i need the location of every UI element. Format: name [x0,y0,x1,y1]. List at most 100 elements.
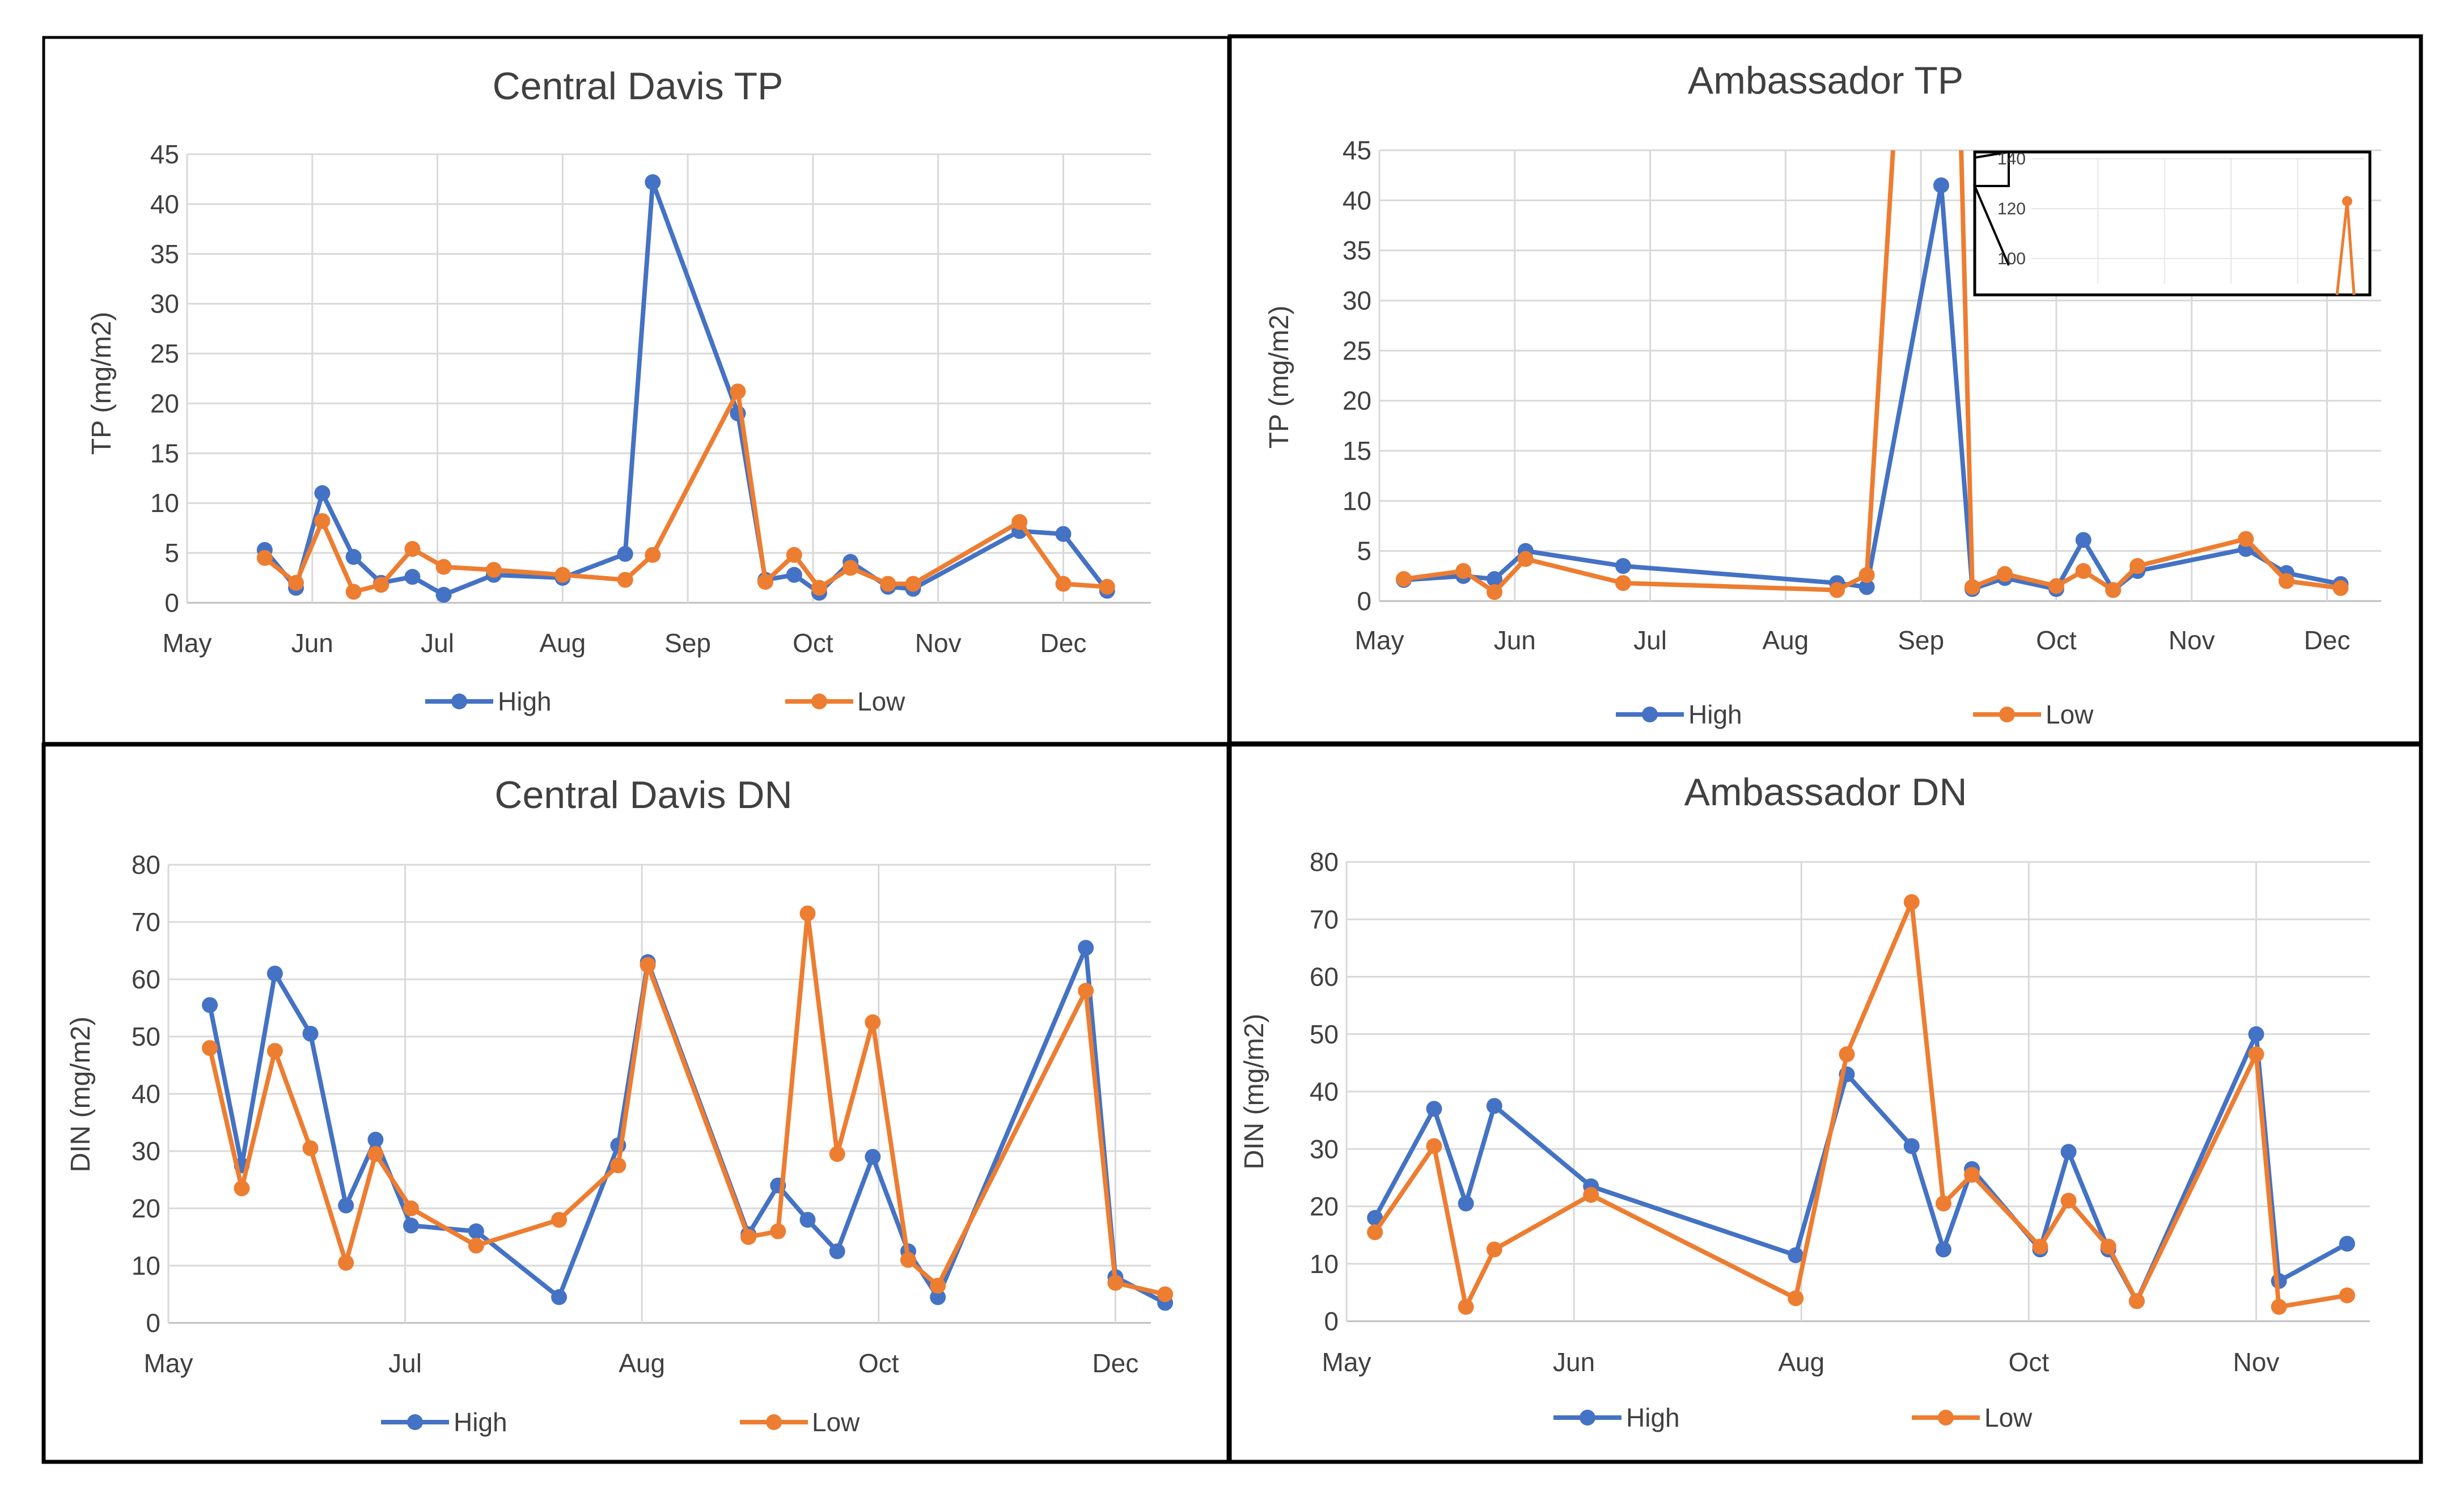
x-tick-label: May [1322,1347,1371,1377]
y-tick-label: 5 [164,538,179,568]
data-point-low [1011,514,1028,530]
series-lines [256,174,1115,603]
x-tick-label: Aug [619,1348,665,1378]
y-tick-label: 10 [1310,1249,1339,1279]
data-point-low [2339,1287,2355,1304]
legend-label-high: High [1626,1403,1680,1432]
y-tick-labels: 0 10 20 30 40 50 60 70 80 [1310,847,1339,1336]
x-tick-labels: May Jun Aug Oct Nov [1322,1347,2280,1377]
legend-entry-high: High [425,687,552,716]
chart-title: Central Davis TP [493,65,784,108]
data-point-low [2129,558,2146,574]
data-point-high [829,1243,845,1259]
chart-ambassador-tp: Ambassador TP 0 5 10 15 20 25 30 35 40 45 May Jun J… [1264,59,2381,729]
data-point-high [2075,532,2092,548]
x-tick-label: Dec [1040,628,1087,658]
data-point-low [2105,582,2122,598]
legend-label-low: Low [857,687,905,716]
y-tick-label: 15 [150,438,179,468]
x-tick-label: Sep [664,628,711,658]
data-point-high [2248,1026,2264,1042]
data-point-low [373,577,390,593]
data-point-low [1157,1286,1174,1303]
panel-frame-ambassador-dn [1227,742,2423,1464]
data-point-high [1935,1241,1951,1258]
y-axis-label: TP (mg/m2) [87,312,117,455]
x-tick-label: May [1355,625,1404,655]
panel-frame-ambassador-tp [1227,34,2423,746]
legend-entry-high: High [1616,700,1742,729]
y-tick-labels: 0 5 10 15 20 25 30 35 40 45 [1343,136,1371,616]
y-tick-label: 15 [1343,436,1371,466]
series-lines [1395,150,2349,601]
data-point-high [786,566,802,583]
chart-title: Ambassador TP [1688,59,1963,102]
y-tick-labels: 0 5 10 15 20 25 30 35 40 45 [150,139,179,618]
data-point-high [1486,571,1502,587]
legend-label-high: High [1688,700,1742,729]
y-tick-label: 25 [1343,336,1371,365]
data-point-low [610,1157,626,1174]
y-axis-label: DIN (mg/m2) [66,1017,96,1173]
y-tick-label: 20 [150,388,179,418]
legend-entry-low: Low [1912,1403,2033,1432]
x-tick-label: Aug [1778,1347,1824,1377]
y-tick-label: 70 [1310,904,1339,934]
data-point-low [367,1146,384,1162]
data-point-low [266,1043,283,1059]
y-tick-label: 60 [1310,962,1339,992]
data-point-high [2060,1144,2077,1160]
data-point-high [2339,1236,2355,1252]
data-point-low [256,549,273,566]
legend: High Low [425,687,905,716]
data-point-low [403,1200,420,1216]
data-point-low [1107,1275,1124,1291]
x-tick-label: Jun [1494,625,1536,655]
chart-central-davis-dn: Central Davis DN 0 10 20 30 40 50 60 70 80 May Ju… [66,773,1174,1437]
data-point-low [302,1140,319,1156]
y-tick-label: 50 [132,1022,160,1051]
data-point-high [1788,1247,1804,1263]
data-point-low [1615,575,1631,591]
legend: High Low [1616,700,2094,729]
data-point-low [2048,578,2064,594]
data-point-low [1903,894,1920,910]
data-point-low [1788,1290,1804,1306]
data-point-low [2332,580,2349,597]
chart-ambassador-dn: Ambassador DN 0 10 20 30 40 50 60 70 80 May Jun Au… [1239,771,2370,1432]
data-point-low [1455,563,1472,579]
y-tick-label: 40 [132,1079,160,1109]
y-tick-label: 5 [1357,536,1371,566]
series-lines [1367,894,2355,1315]
data-point-low [842,560,859,576]
y-tick-label: 25 [150,339,179,369]
data-point-high [302,1025,319,1042]
data-point-high [1903,1138,1920,1155]
data-point-low [757,574,773,590]
y-tick-label: 0 [1324,1306,1339,1336]
data-point-high [1078,940,1094,956]
legend-label-low: Low [2046,700,2094,729]
y-axis-label: TP (mg/m2) [1264,306,1294,449]
legend-entry-low: Low [1973,700,2094,729]
data-point-low [404,541,421,557]
data-point-low [900,1251,916,1268]
data-point-low [880,576,896,592]
data-point-high [799,1212,816,1228]
y-tick-label: 10 [150,488,179,518]
data-point-low [1964,579,1980,595]
x-tick-labels: May Jun Jul Aug Sep Oct Nov Dec [163,628,1087,658]
data-point-low [1935,1195,1951,1212]
data-point-high [1858,579,1875,595]
data-point-low [829,1146,845,1162]
y-tick-label: 40 [1310,1077,1339,1106]
legend-label-high: High [454,1407,507,1437]
y-tick-labels: 0 10 20 30 40 50 60 70 80 [132,850,160,1338]
x-tick-label: Oct [858,1348,899,1378]
legend-label-low: Low [1984,1403,2033,1432]
x-tick-label: Nov [915,628,962,658]
legend-marker-high [451,693,467,709]
data-point-low [1486,584,1502,601]
data-point-high [1367,1210,1383,1226]
data-point-high [1615,558,1631,574]
